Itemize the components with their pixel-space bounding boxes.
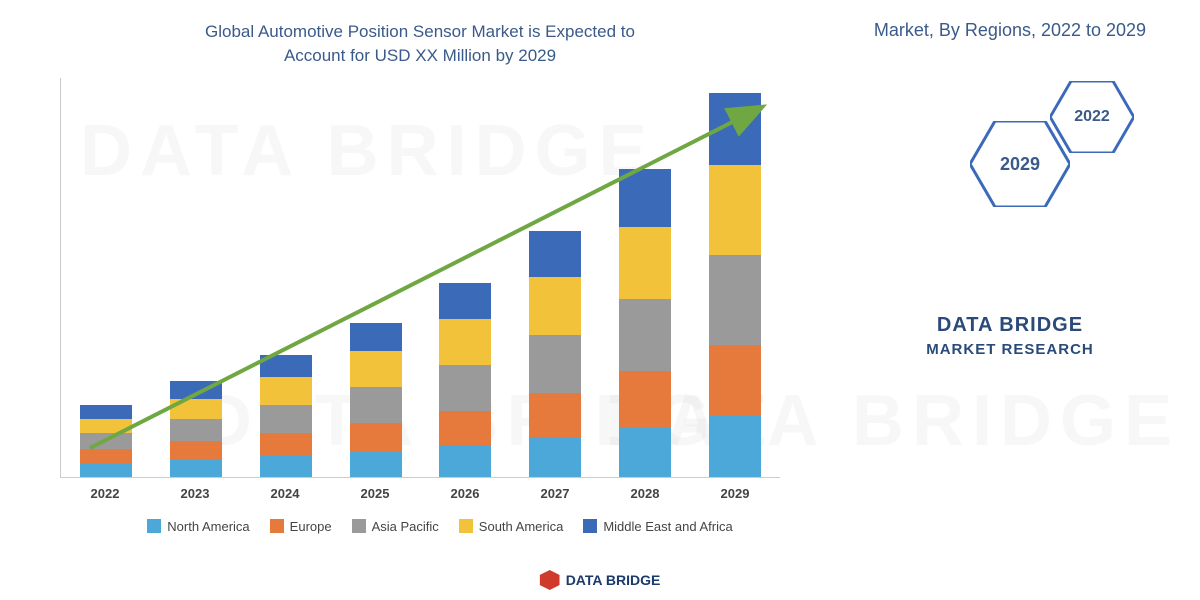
bar-group — [439, 283, 491, 477]
brand-name: DATA BRIDGE MARKET RESEARCH — [850, 311, 1170, 360]
hexagon-badges: 2029 2022 — [850, 71, 1170, 251]
bar-group — [170, 381, 222, 477]
bar-segment — [80, 419, 132, 433]
bar-segment — [260, 455, 312, 477]
x-axis-label: 2024 — [259, 486, 311, 501]
legend-item: South America — [459, 519, 564, 534]
brand-line2: MARKET RESEARCH — [850, 339, 1170, 360]
chart-title: Global Automotive Position Sensor Market… — [40, 20, 800, 68]
chart-area — [60, 78, 780, 478]
bar-segment — [80, 405, 132, 419]
bar-group — [529, 231, 581, 477]
bar-group — [260, 355, 312, 477]
bar-segment — [439, 319, 491, 365]
bar-segment — [439, 365, 491, 411]
right-panel: Market, By Regions, 2022 to 2029 2029 20… — [820, 0, 1200, 600]
bar-segment — [619, 299, 671, 371]
legend-swatch — [352, 519, 366, 533]
bar-segment — [529, 393, 581, 437]
bar-segment — [709, 93, 761, 165]
bar-segment — [80, 463, 132, 477]
bar-segment — [439, 445, 491, 477]
x-axis-label: 2023 — [169, 486, 221, 501]
bar-segment — [260, 433, 312, 455]
bar-segment — [439, 411, 491, 445]
bar-segment — [439, 283, 491, 319]
x-axis-labels: 2022 2023 2024 2025 2026 2027 2028 2029 — [60, 486, 780, 501]
chart-title-line2: Account for USD XX Million by 2029 — [284, 46, 556, 65]
bar-segment — [260, 355, 312, 377]
footer-logo: DATA BRIDGE — [540, 570, 661, 590]
x-axis-label: 2026 — [439, 486, 491, 501]
chart-panel: Global Automotive Position Sensor Market… — [40, 20, 800, 580]
legend: North America Europe Asia Pacific South Ame… — [80, 519, 800, 534]
hexagon-2029-label: 2029 — [1000, 154, 1040, 175]
legend-swatch — [147, 519, 161, 533]
bar-group — [619, 169, 671, 477]
hexagon-2022: 2022 — [1050, 81, 1134, 153]
legend-swatch — [270, 519, 284, 533]
bar-group — [709, 93, 761, 477]
legend-item: Middle East and Africa — [583, 519, 732, 534]
legend-label: Middle East and Africa — [603, 519, 732, 534]
bar-segment — [350, 387, 402, 423]
bar-segment — [709, 165, 761, 255]
bar-segment — [170, 381, 222, 399]
x-axis-label: 2028 — [619, 486, 671, 501]
bar-segment — [529, 335, 581, 393]
legend-label: North America — [167, 519, 249, 534]
legend-label: Asia Pacific — [372, 519, 439, 534]
bar-segment — [260, 405, 312, 433]
bar-segment — [350, 423, 402, 451]
hexagon-2022-label: 2022 — [1074, 108, 1110, 126]
bar-segment — [350, 323, 402, 351]
bar-segment — [709, 415, 761, 477]
bar-segment — [170, 419, 222, 441]
chart-title-line1: Global Automotive Position Sensor Market… — [205, 22, 635, 41]
footer-logo-text: DATA BRIDGE — [566, 572, 661, 588]
bar-group — [350, 323, 402, 477]
bar-segment — [619, 371, 671, 427]
bar-segment — [350, 351, 402, 387]
bar-segment — [529, 277, 581, 335]
x-axis-label: 2027 — [529, 486, 581, 501]
right-panel-title: Market, By Regions, 2022 to 2029 — [850, 20, 1170, 41]
legend-item: North America — [147, 519, 249, 534]
bars-container — [60, 78, 780, 478]
legend-item: Europe — [270, 519, 332, 534]
bar-segment — [619, 169, 671, 227]
bar-segment — [80, 449, 132, 463]
bar-segment — [619, 427, 671, 477]
bar-segment — [170, 441, 222, 459]
legend-item: Asia Pacific — [352, 519, 439, 534]
bar-segment — [709, 255, 761, 345]
legend-label: South America — [479, 519, 564, 534]
footer-logo-icon — [540, 570, 560, 590]
x-axis-label: 2025 — [349, 486, 401, 501]
bar-segment — [80, 433, 132, 449]
bar-segment — [170, 399, 222, 419]
legend-swatch — [459, 519, 473, 533]
bar-segment — [260, 377, 312, 405]
x-axis-label: 2029 — [709, 486, 761, 501]
bar-segment — [619, 227, 671, 299]
brand-line1: DATA BRIDGE — [937, 314, 1083, 336]
bar-group — [80, 405, 132, 477]
x-axis-label: 2022 — [79, 486, 131, 501]
bar-segment — [350, 451, 402, 477]
bar-segment — [529, 231, 581, 277]
bar-segment — [709, 345, 761, 415]
bar-segment — [529, 437, 581, 477]
legend-label: Europe — [290, 519, 332, 534]
legend-swatch — [583, 519, 597, 533]
bar-segment — [170, 459, 222, 477]
